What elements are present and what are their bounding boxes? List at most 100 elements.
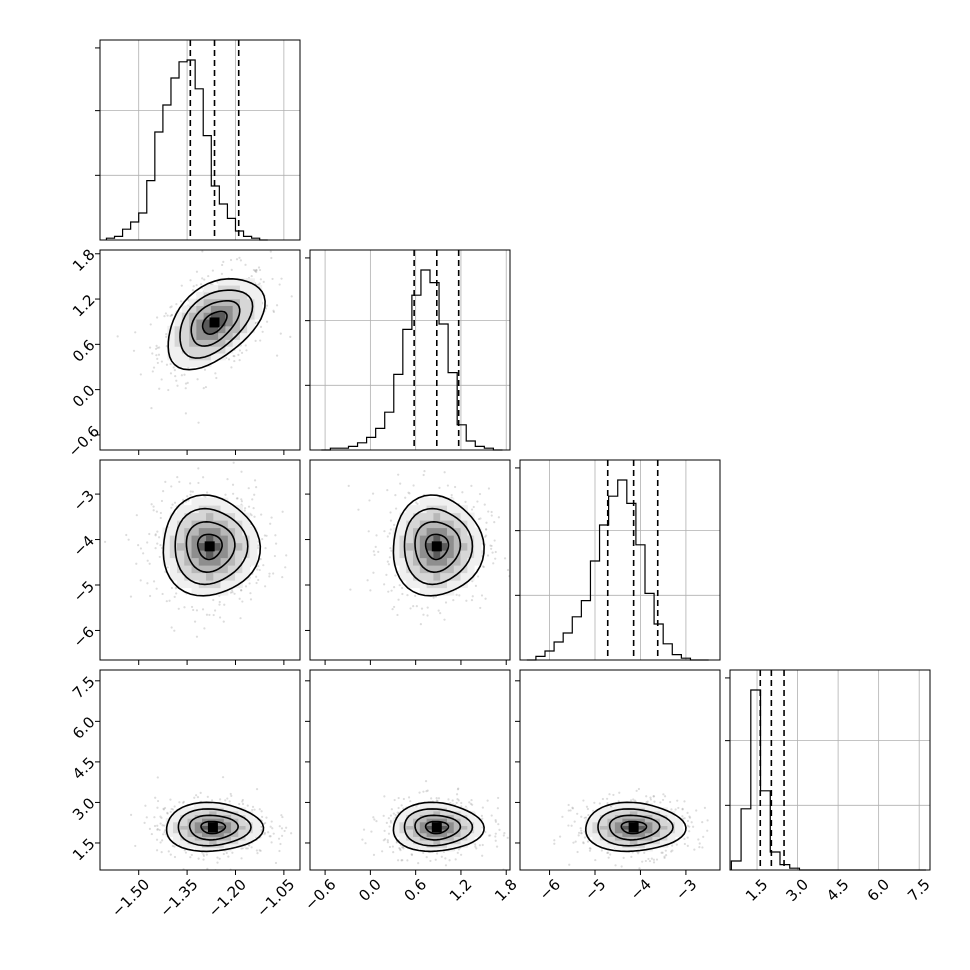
scatter-point xyxy=(151,352,154,355)
density-cell xyxy=(169,572,178,581)
scatter-point xyxy=(494,835,497,838)
scatter-point xyxy=(641,860,644,863)
density-cell xyxy=(202,829,210,834)
contour-line xyxy=(414,814,462,841)
scatter-point xyxy=(408,492,411,495)
scatter-point xyxy=(150,832,153,836)
density-cell xyxy=(198,572,207,581)
scatter-point xyxy=(608,793,611,796)
scatter-point xyxy=(129,595,133,598)
density-cell xyxy=(216,843,225,848)
scatter-point xyxy=(391,845,395,848)
density-cell xyxy=(202,825,210,830)
density-cell xyxy=(652,821,661,826)
density-cell xyxy=(614,810,623,816)
density-cell xyxy=(184,505,193,514)
scatter-point xyxy=(168,599,171,602)
density-cell xyxy=(239,298,248,306)
scatter-point xyxy=(393,586,396,589)
scatter-point xyxy=(387,832,391,835)
scatter-point xyxy=(231,851,234,854)
scatter-point xyxy=(606,851,609,854)
scatter-point xyxy=(279,332,282,335)
joint-panel-2-3 xyxy=(515,669,721,875)
scatter-point xyxy=(222,620,225,623)
scatter-point xyxy=(443,618,446,621)
scatter-point xyxy=(422,790,425,793)
density-cell xyxy=(419,497,428,506)
density-cell xyxy=(419,572,428,581)
scatter-point xyxy=(484,534,488,537)
scatter-point xyxy=(271,277,274,281)
density-cell xyxy=(196,298,205,306)
density-cell xyxy=(622,847,631,852)
density-cell xyxy=(392,832,400,837)
scatter-point xyxy=(254,270,257,273)
y-tick-label: 1.2 xyxy=(69,291,99,321)
scatter-point xyxy=(407,491,410,494)
scatter-point xyxy=(173,805,176,808)
scatter-point xyxy=(152,505,155,508)
scatter-point xyxy=(618,791,621,794)
density-cell xyxy=(223,818,232,823)
density-cell xyxy=(446,497,455,506)
density-cell xyxy=(446,825,455,830)
scatter-point xyxy=(197,857,200,860)
scatter-point xyxy=(255,575,258,578)
scatter-point xyxy=(247,505,251,508)
density-cell xyxy=(433,840,441,845)
scatter-point xyxy=(652,795,656,798)
panel-content xyxy=(347,470,510,626)
histogram-step-line xyxy=(321,269,503,451)
density-cell xyxy=(426,497,434,506)
density-cell xyxy=(249,557,258,566)
density-cell xyxy=(399,821,407,826)
density-cell xyxy=(644,832,653,837)
scatter-point xyxy=(162,808,165,811)
density-cell xyxy=(225,332,234,340)
density-cell xyxy=(239,305,248,313)
x-tick-label: −6 xyxy=(536,875,564,903)
scatter-point xyxy=(649,796,652,799)
density-cell xyxy=(235,550,243,559)
density-cell xyxy=(599,810,608,816)
density-cell xyxy=(592,825,601,830)
scatter-point xyxy=(165,335,168,338)
density-cell xyxy=(167,353,176,361)
density-cell xyxy=(196,353,205,361)
scatter-point xyxy=(385,821,388,824)
scatter-point xyxy=(246,847,249,850)
scatter-point xyxy=(695,809,698,812)
scatter-point xyxy=(280,834,284,837)
density-cell xyxy=(474,550,482,559)
scatter-point xyxy=(264,585,267,588)
scatter-point xyxy=(144,804,147,807)
scatter-point xyxy=(494,839,497,842)
density-peak xyxy=(207,822,218,833)
density-cell xyxy=(406,843,414,848)
density-cell xyxy=(247,305,255,313)
density-cell xyxy=(216,818,225,823)
density-peak xyxy=(628,822,639,833)
density-cell xyxy=(187,814,196,819)
scatter-point xyxy=(229,258,233,262)
scatter-point xyxy=(177,607,180,610)
density-cell xyxy=(172,840,181,845)
scatter-point xyxy=(256,544,260,547)
scatter-point xyxy=(481,817,484,820)
density-cell xyxy=(460,572,468,581)
density-cell xyxy=(446,535,455,544)
scatter-point xyxy=(422,613,425,616)
scatter-point xyxy=(249,592,252,595)
scatter-point xyxy=(243,509,246,512)
density-cell xyxy=(225,278,234,286)
scatter-point xyxy=(375,534,378,537)
scatter-point xyxy=(195,270,199,273)
scatter-point xyxy=(409,800,412,803)
scatter-point xyxy=(494,832,497,835)
scatter-point xyxy=(486,799,489,802)
scatter-point xyxy=(241,600,244,603)
density-cell xyxy=(180,825,188,830)
scatter-point xyxy=(637,787,641,791)
density-cell xyxy=(392,825,400,830)
